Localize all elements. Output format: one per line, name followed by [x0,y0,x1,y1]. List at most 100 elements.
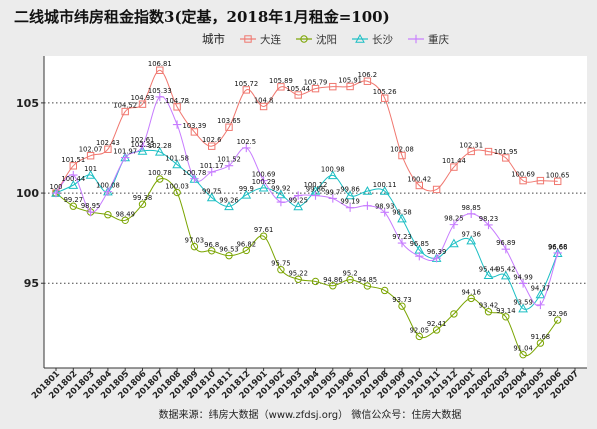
series-3-point-18 [363,201,372,210]
series-2-point-26 [500,270,511,280]
series-0-point-8 [190,128,199,136]
series-0-label-26: 101.95 [494,148,518,156]
series-3-point-24 [467,209,476,219]
series-2-label-25: 95.44 [479,265,498,273]
series-1-point-10 [225,251,233,260]
series-3-point-14 [294,191,303,200]
series-1-label-6: 100.78 [148,169,172,177]
series-1-point-17 [346,275,354,284]
series-line-0 [55,69,558,194]
y-tick-label-1: 100 [16,187,39,200]
series-2-point-18 [362,186,373,195]
series-2-label-11: 99.9 [239,185,254,193]
series-2-label-27: 93.59 [513,299,532,307]
series-1-label-20: 93.73 [392,296,411,304]
series-1-point-26 [502,313,510,321]
series-0-label-13: 105.89 [269,77,293,85]
series-0-label-8: 103.39 [183,122,207,130]
series-0-point-26 [502,154,510,162]
series-3-point-10 [224,161,234,170]
series-3-label-5: 102.61 [131,136,155,144]
series-0-label-1: 101.51 [61,156,85,164]
series-2-label-12: 100.29 [252,178,276,186]
series-1-label-29: 92.96 [548,310,567,318]
series-1-label-26: 93.14 [496,307,515,315]
series-3-point-25 [484,220,493,230]
series-0-point-20 [398,151,406,160]
series-1-label-25: 93.42 [479,302,498,310]
series-1-label-1: 99.27 [64,196,83,204]
series-2-label-14: 99.25 [288,197,307,205]
series-1-point-18 [363,282,372,290]
series-1-point-13 [277,266,285,274]
series-2-point-1 [68,180,79,189]
series-0-point-6 [156,66,164,74]
series-0-point-23 [450,163,458,171]
series-2-label-26: 95.42 [496,266,515,274]
series-3-point-26 [501,244,510,254]
series-0-point-22 [432,185,441,194]
series-3-label-12: 100.69 [252,171,276,179]
series-1-point-22 [432,326,441,334]
series-3-label-25: 98.23 [479,215,498,223]
series-2-label-16: 100.98 [321,165,345,173]
series-3-label-17: 99.19 [340,198,359,206]
series-0-label-21: 100.42 [407,175,431,183]
series-2-point-12 [258,182,269,192]
series-2-point-14 [293,201,304,211]
series-2-point-6 [154,146,165,156]
series-0-point-16 [329,82,337,91]
x-axis: 2018012018022018032018042018052018062018… [30,367,587,401]
series-0-label-17: 105.91 [338,76,362,84]
series-0-point-10 [225,123,233,131]
series-0-label-20: 102.08 [390,146,414,154]
series-3-point-11 [242,143,251,153]
series-2-point-20 [397,213,407,223]
series-3-point-1 [69,170,78,180]
series-2-label-24: 97.36 [461,231,480,239]
series-2-point-19 [379,186,390,195]
series-0-point-14 [294,91,302,99]
series-2-label-10: 99.26 [219,196,238,204]
series-0-point-27 [519,176,527,185]
series-1-point-21 [415,332,423,341]
series-0-point-18 [363,77,372,85]
series-3-label-26: 96.89 [496,239,515,247]
series-0-label-6: 106.81 [148,60,172,68]
series-1-label-10: 96.53 [219,246,238,254]
series-3-point-21 [415,251,424,261]
series-3-point-29 [553,248,562,258]
series-2-label-21: 96.85 [410,240,429,248]
series-3-label-27: 94.99 [513,273,532,281]
series-3-point-20 [397,238,407,248]
series-1-point-6 [156,175,164,183]
series-1-label-24: 94.16 [461,288,480,296]
series-0-label-14: 105.44 [286,85,310,93]
series-2-label-4: 101.97 [113,148,137,156]
legend-marker-2 [355,33,365,43]
legend-marker-1 [300,35,308,43]
series-3-label-20: 97.23 [392,233,411,241]
series-2-label-2: 101 [84,165,97,173]
series-0-label-9: 102.6 [202,136,221,144]
series-0-point-25 [484,147,493,156]
series-3-label-16: 99.7 [325,188,340,196]
series-2-label-13: 99.92 [271,185,290,193]
legend-label-1: 沈阳 [316,33,337,46]
series-0-label-7: 104.78 [165,97,189,105]
series-0-label-0: 100 [50,183,63,191]
series-1-label-8: 97.03 [185,237,204,245]
series-0-point-11 [242,86,251,94]
series-3-point-6 [155,92,164,102]
series-1-point-15 [311,277,320,286]
series-2-label-17: 99.86 [340,186,359,194]
series-3-point-8 [190,174,199,183]
series-1-point-20 [398,302,406,310]
series-0-label-27: 100.69 [511,171,535,179]
series-2-label-29: 96.66 [548,243,567,251]
series-0-point-21 [415,181,424,190]
series-3-point-7 [172,120,182,129]
series-0-label-15: 105.79 [304,79,328,87]
